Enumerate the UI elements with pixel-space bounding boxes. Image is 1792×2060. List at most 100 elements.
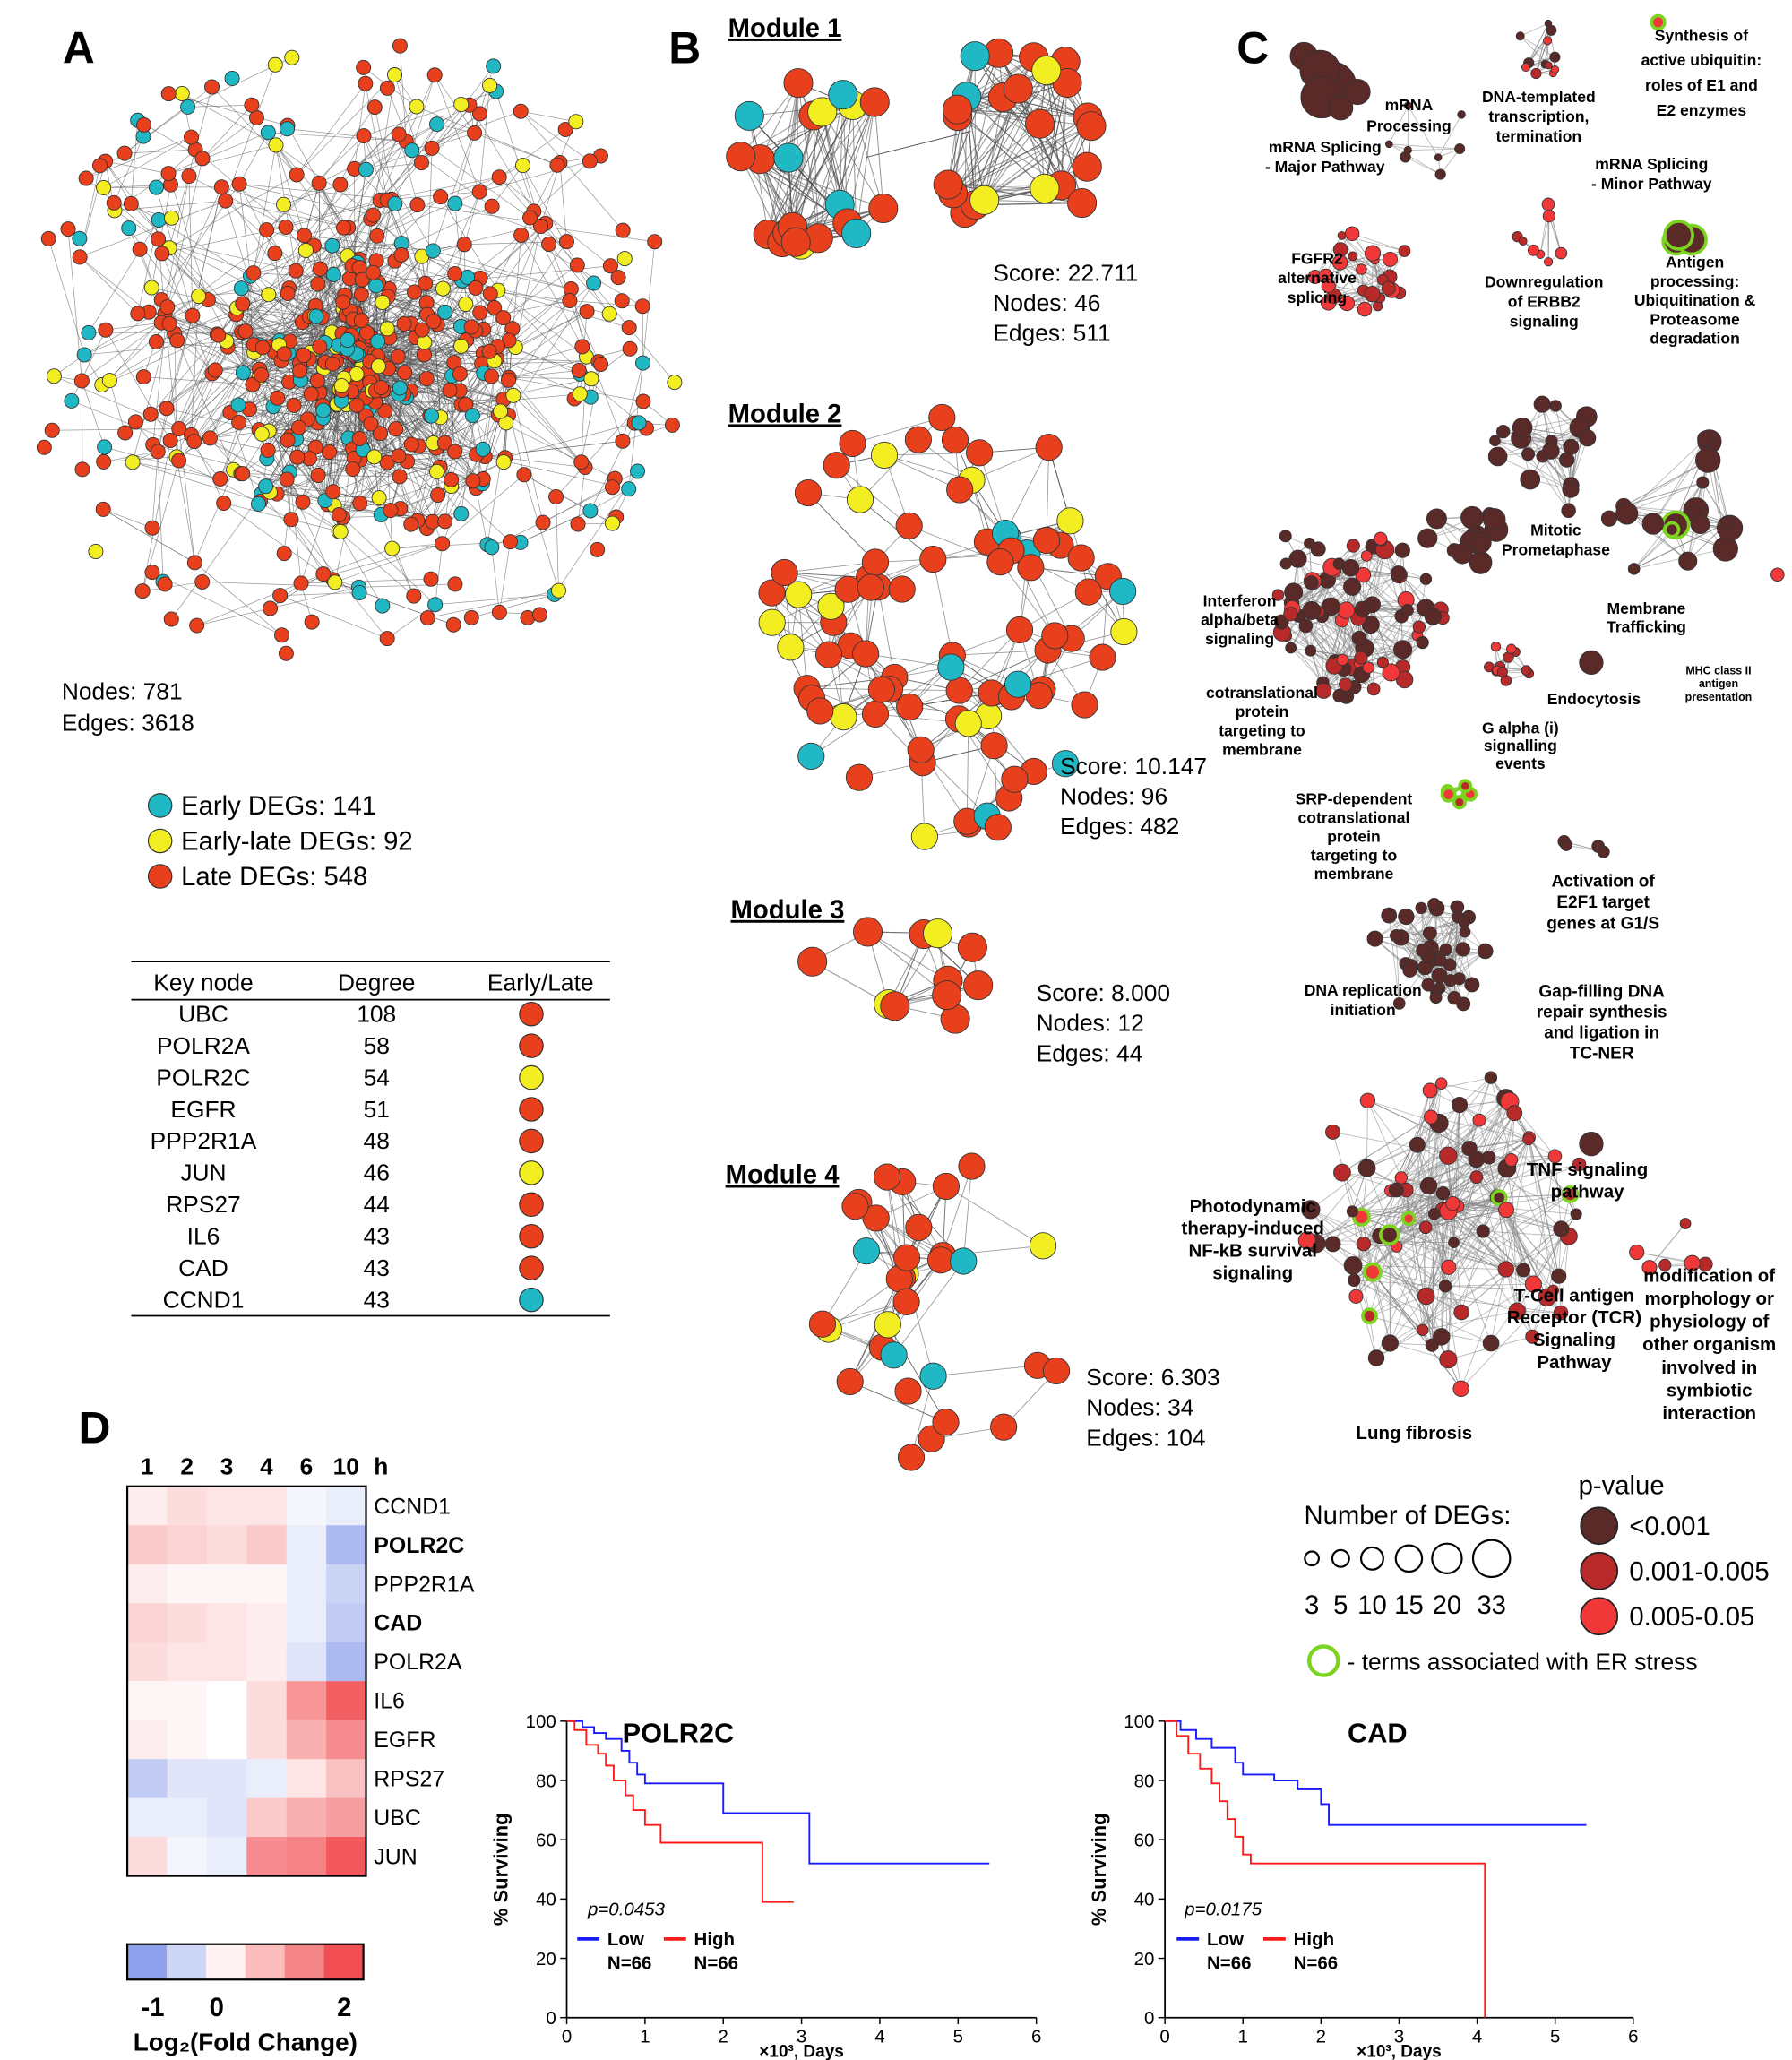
node bbox=[370, 333, 386, 349]
edge bbox=[1280, 621, 1336, 662]
edge bbox=[221, 186, 289, 289]
edge bbox=[252, 245, 314, 385]
node bbox=[933, 169, 963, 200]
node bbox=[1412, 620, 1426, 634]
node bbox=[1344, 78, 1371, 106]
edge bbox=[832, 622, 844, 718]
edge bbox=[309, 246, 333, 353]
edge bbox=[1408, 148, 1460, 151]
node bbox=[465, 473, 481, 489]
node bbox=[371, 358, 387, 375]
edge bbox=[933, 1365, 1038, 1377]
edge bbox=[1431, 1213, 1435, 1346]
edge bbox=[317, 422, 452, 487]
node bbox=[235, 365, 251, 381]
edge bbox=[168, 93, 289, 126]
edge bbox=[280, 592, 360, 596]
edge bbox=[178, 358, 310, 429]
edge bbox=[188, 176, 194, 316]
node bbox=[142, 406, 159, 422]
edge bbox=[984, 70, 1047, 201]
node bbox=[635, 393, 651, 409]
edge bbox=[849, 1279, 900, 1383]
node bbox=[1031, 56, 1062, 86]
node bbox=[522, 210, 538, 226]
node bbox=[427, 597, 444, 613]
edge bbox=[1370, 625, 1374, 689]
node bbox=[216, 496, 232, 512]
node bbox=[1384, 140, 1393, 149]
edge bbox=[174, 314, 237, 334]
edge bbox=[392, 547, 415, 597]
edge bbox=[168, 247, 242, 332]
node bbox=[859, 87, 890, 117]
node bbox=[570, 516, 586, 532]
node bbox=[278, 220, 294, 236]
node bbox=[1434, 153, 1443, 162]
edge bbox=[275, 144, 377, 262]
edge bbox=[508, 282, 594, 416]
node bbox=[634, 298, 650, 315]
node bbox=[1496, 666, 1508, 678]
node bbox=[870, 441, 899, 470]
edge bbox=[178, 373, 213, 429]
node bbox=[46, 368, 62, 384]
node bbox=[1383, 251, 1398, 267]
node bbox=[106, 194, 122, 211]
node bbox=[375, 598, 391, 614]
edge bbox=[1542, 456, 1570, 511]
node bbox=[771, 558, 798, 587]
edge bbox=[957, 108, 1089, 118]
node bbox=[267, 246, 283, 262]
node bbox=[289, 167, 305, 183]
edge bbox=[1310, 650, 1362, 659]
node bbox=[1288, 549, 1307, 568]
edge bbox=[497, 289, 630, 328]
node bbox=[1400, 151, 1411, 163]
edge bbox=[192, 315, 295, 406]
node bbox=[325, 266, 341, 282]
edge bbox=[1550, 450, 1570, 511]
edge bbox=[1061, 82, 1068, 185]
edge bbox=[194, 562, 282, 636]
node bbox=[605, 479, 621, 496]
node bbox=[92, 158, 108, 174]
node bbox=[1109, 577, 1137, 605]
node bbox=[186, 434, 202, 450]
edge bbox=[795, 101, 875, 243]
node bbox=[1694, 447, 1721, 473]
node bbox=[356, 59, 372, 75]
node bbox=[1627, 563, 1641, 575]
edge bbox=[432, 451, 455, 522]
node bbox=[324, 356, 340, 372]
edge bbox=[1314, 233, 1353, 278]
edge bbox=[287, 128, 407, 142]
edge bbox=[318, 183, 349, 256]
edge bbox=[374, 107, 396, 204]
edge bbox=[1505, 1209, 1562, 1229]
edge bbox=[103, 136, 192, 188]
edge bbox=[366, 132, 475, 170]
node bbox=[734, 100, 764, 131]
node bbox=[117, 425, 134, 441]
node bbox=[1512, 417, 1533, 438]
node bbox=[163, 210, 179, 226]
edge bbox=[332, 461, 408, 493]
node bbox=[456, 237, 472, 253]
node bbox=[151, 231, 167, 247]
node bbox=[572, 386, 588, 402]
node bbox=[36, 439, 52, 455]
node bbox=[375, 295, 391, 310]
node bbox=[426, 314, 442, 330]
node bbox=[453, 505, 470, 521]
edge bbox=[142, 440, 171, 591]
node bbox=[312, 261, 328, 277]
edge bbox=[1429, 1090, 1555, 1157]
edge bbox=[80, 200, 226, 258]
node bbox=[574, 339, 590, 355]
edge bbox=[822, 111, 884, 209]
edge bbox=[521, 235, 583, 348]
node bbox=[386, 67, 402, 83]
node bbox=[276, 196, 292, 212]
edge bbox=[1017, 88, 1046, 189]
